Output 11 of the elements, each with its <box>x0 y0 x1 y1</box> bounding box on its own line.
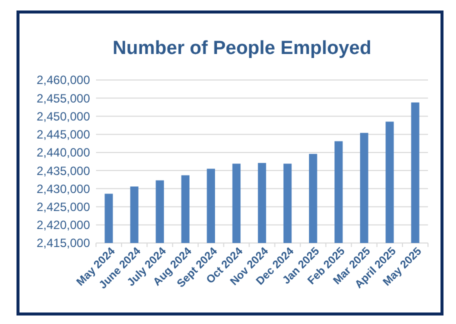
y-tick-label: 2,430,000 <box>36 182 90 196</box>
y-tick-label: 2,420,000 <box>36 218 90 232</box>
y-tick-label: 2,415,000 <box>36 236 90 250</box>
y-tick-label: 2,445,000 <box>36 128 90 142</box>
y-tick-label: 2,425,000 <box>36 200 90 214</box>
y-tick-label: 2,450,000 <box>36 109 90 124</box>
chart-title: Number of People Employed <box>112 38 372 59</box>
y-tick-label: 2,435,000 <box>36 164 90 178</box>
y-tick-label: 2,440,000 <box>36 146 90 160</box>
y-tick-label: 2,460,000 <box>36 73 90 88</box>
y-tick-label: 2,455,000 <box>36 91 90 106</box>
